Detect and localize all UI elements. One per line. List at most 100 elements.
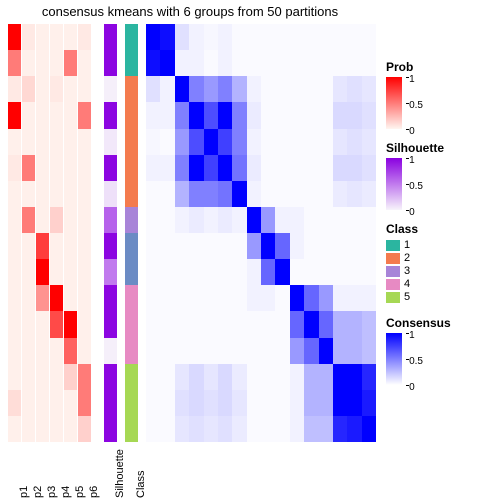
heatmap-cell — [204, 311, 218, 337]
heatmap-cell — [333, 338, 347, 364]
class-swatch — [386, 266, 400, 277]
heatmap-cell — [319, 364, 333, 390]
heatmap-cell — [204, 233, 218, 259]
heatmap-cell — [247, 233, 261, 259]
heatmap-cell — [160, 207, 174, 233]
heatmap-cell — [347, 390, 361, 416]
heatmap-cell — [319, 390, 333, 416]
silhouette-cell — [104, 311, 117, 337]
heatmap-cell — [247, 207, 261, 233]
heatmap-cell — [232, 259, 246, 285]
prob-cell — [50, 181, 63, 207]
silhouette-cell — [104, 181, 117, 207]
class-swatch-label: 5 — [404, 291, 410, 303]
heatmap-cell — [333, 259, 347, 285]
heatmap-cell — [146, 76, 160, 102]
heatmap-cell — [275, 155, 289, 181]
heatmap-cell — [304, 259, 318, 285]
heatmap-cell — [319, 233, 333, 259]
heatmap-cell — [175, 416, 189, 442]
heatmap-cell — [146, 233, 160, 259]
heatmap-cell — [160, 233, 174, 259]
prob-cell — [50, 364, 63, 390]
heatmap-cell — [304, 207, 318, 233]
x-label-p3: p3 — [46, 486, 58, 498]
class-cell — [125, 233, 138, 259]
heatmap-cell — [333, 76, 347, 102]
heatmap-cell — [218, 207, 232, 233]
heatmap-cell — [347, 102, 361, 128]
heatmap-cell — [261, 259, 275, 285]
prob-cell — [22, 233, 35, 259]
heatmap-cell — [304, 364, 318, 390]
prob-cell — [8, 102, 21, 128]
heatmap-cell — [218, 311, 232, 337]
heatmap-cell — [175, 24, 189, 50]
heatmap-cell — [247, 24, 261, 50]
heatmap-cell — [146, 259, 160, 285]
heatmap-cell — [146, 102, 160, 128]
silhouette-cell — [104, 338, 117, 364]
heatmap-cell — [189, 181, 203, 207]
heatmap-cell — [362, 50, 376, 76]
heatmap-cell — [189, 311, 203, 337]
heatmap-cell — [275, 24, 289, 50]
heatmap-cell — [362, 155, 376, 181]
prob-cell — [50, 24, 63, 50]
heatmap-cell — [160, 259, 174, 285]
heatmap-cell — [247, 181, 261, 207]
heatmap-cell — [319, 207, 333, 233]
heatmap-cell — [247, 390, 261, 416]
prob-cell — [50, 285, 63, 311]
heatmap-cell — [333, 390, 347, 416]
heatmap-cell — [319, 50, 333, 76]
heatmap-cell — [261, 102, 275, 128]
heatmap-cell — [261, 364, 275, 390]
heatmap-cell — [333, 155, 347, 181]
prob-cell — [78, 155, 91, 181]
heatmap-cell — [261, 285, 275, 311]
heatmap-cell — [362, 259, 376, 285]
heatmap-cell — [232, 181, 246, 207]
heatmap-cell — [362, 24, 376, 50]
heatmap-cell — [261, 24, 275, 50]
heatmap-cell — [146, 285, 160, 311]
prob-cell — [22, 24, 35, 50]
heatmap-cell — [319, 76, 333, 102]
legend-tick: 0.5 — [409, 101, 423, 111]
silhouette-class-columns — [104, 24, 139, 442]
prob-cell — [8, 364, 21, 390]
prob-cell — [8, 285, 21, 311]
heatmap-cell — [290, 50, 304, 76]
heatmap-cell — [275, 76, 289, 102]
class-cell — [125, 50, 138, 76]
heatmap-cell — [175, 364, 189, 390]
prob-cell — [36, 364, 49, 390]
heatmap-cell — [319, 102, 333, 128]
heatmap-cell — [362, 233, 376, 259]
heatmap-cell — [218, 24, 232, 50]
heatmap-cell — [247, 50, 261, 76]
heatmap-cell — [362, 181, 376, 207]
heatmap-cell — [261, 181, 275, 207]
prob-cell — [78, 102, 91, 128]
heatmap-cell — [146, 390, 160, 416]
heatmap-cell — [189, 102, 203, 128]
prob-cell — [50, 155, 63, 181]
heatmap-cell — [160, 50, 174, 76]
heatmap-cell — [347, 311, 361, 337]
class-cell — [125, 181, 138, 207]
heatmap-cell — [333, 416, 347, 442]
legend-class-title: Class — [386, 222, 496, 236]
heatmap-cell — [290, 155, 304, 181]
class-cell — [125, 390, 138, 416]
heatmap-cell — [362, 207, 376, 233]
prob-cell — [78, 129, 91, 155]
prob-cell — [50, 390, 63, 416]
prob-col-p1 — [8, 24, 21, 442]
heatmap-cell — [146, 181, 160, 207]
prob-cell — [8, 76, 21, 102]
heatmap-cell — [189, 207, 203, 233]
heatmap-cell — [362, 416, 376, 442]
heatmap-cell — [290, 285, 304, 311]
